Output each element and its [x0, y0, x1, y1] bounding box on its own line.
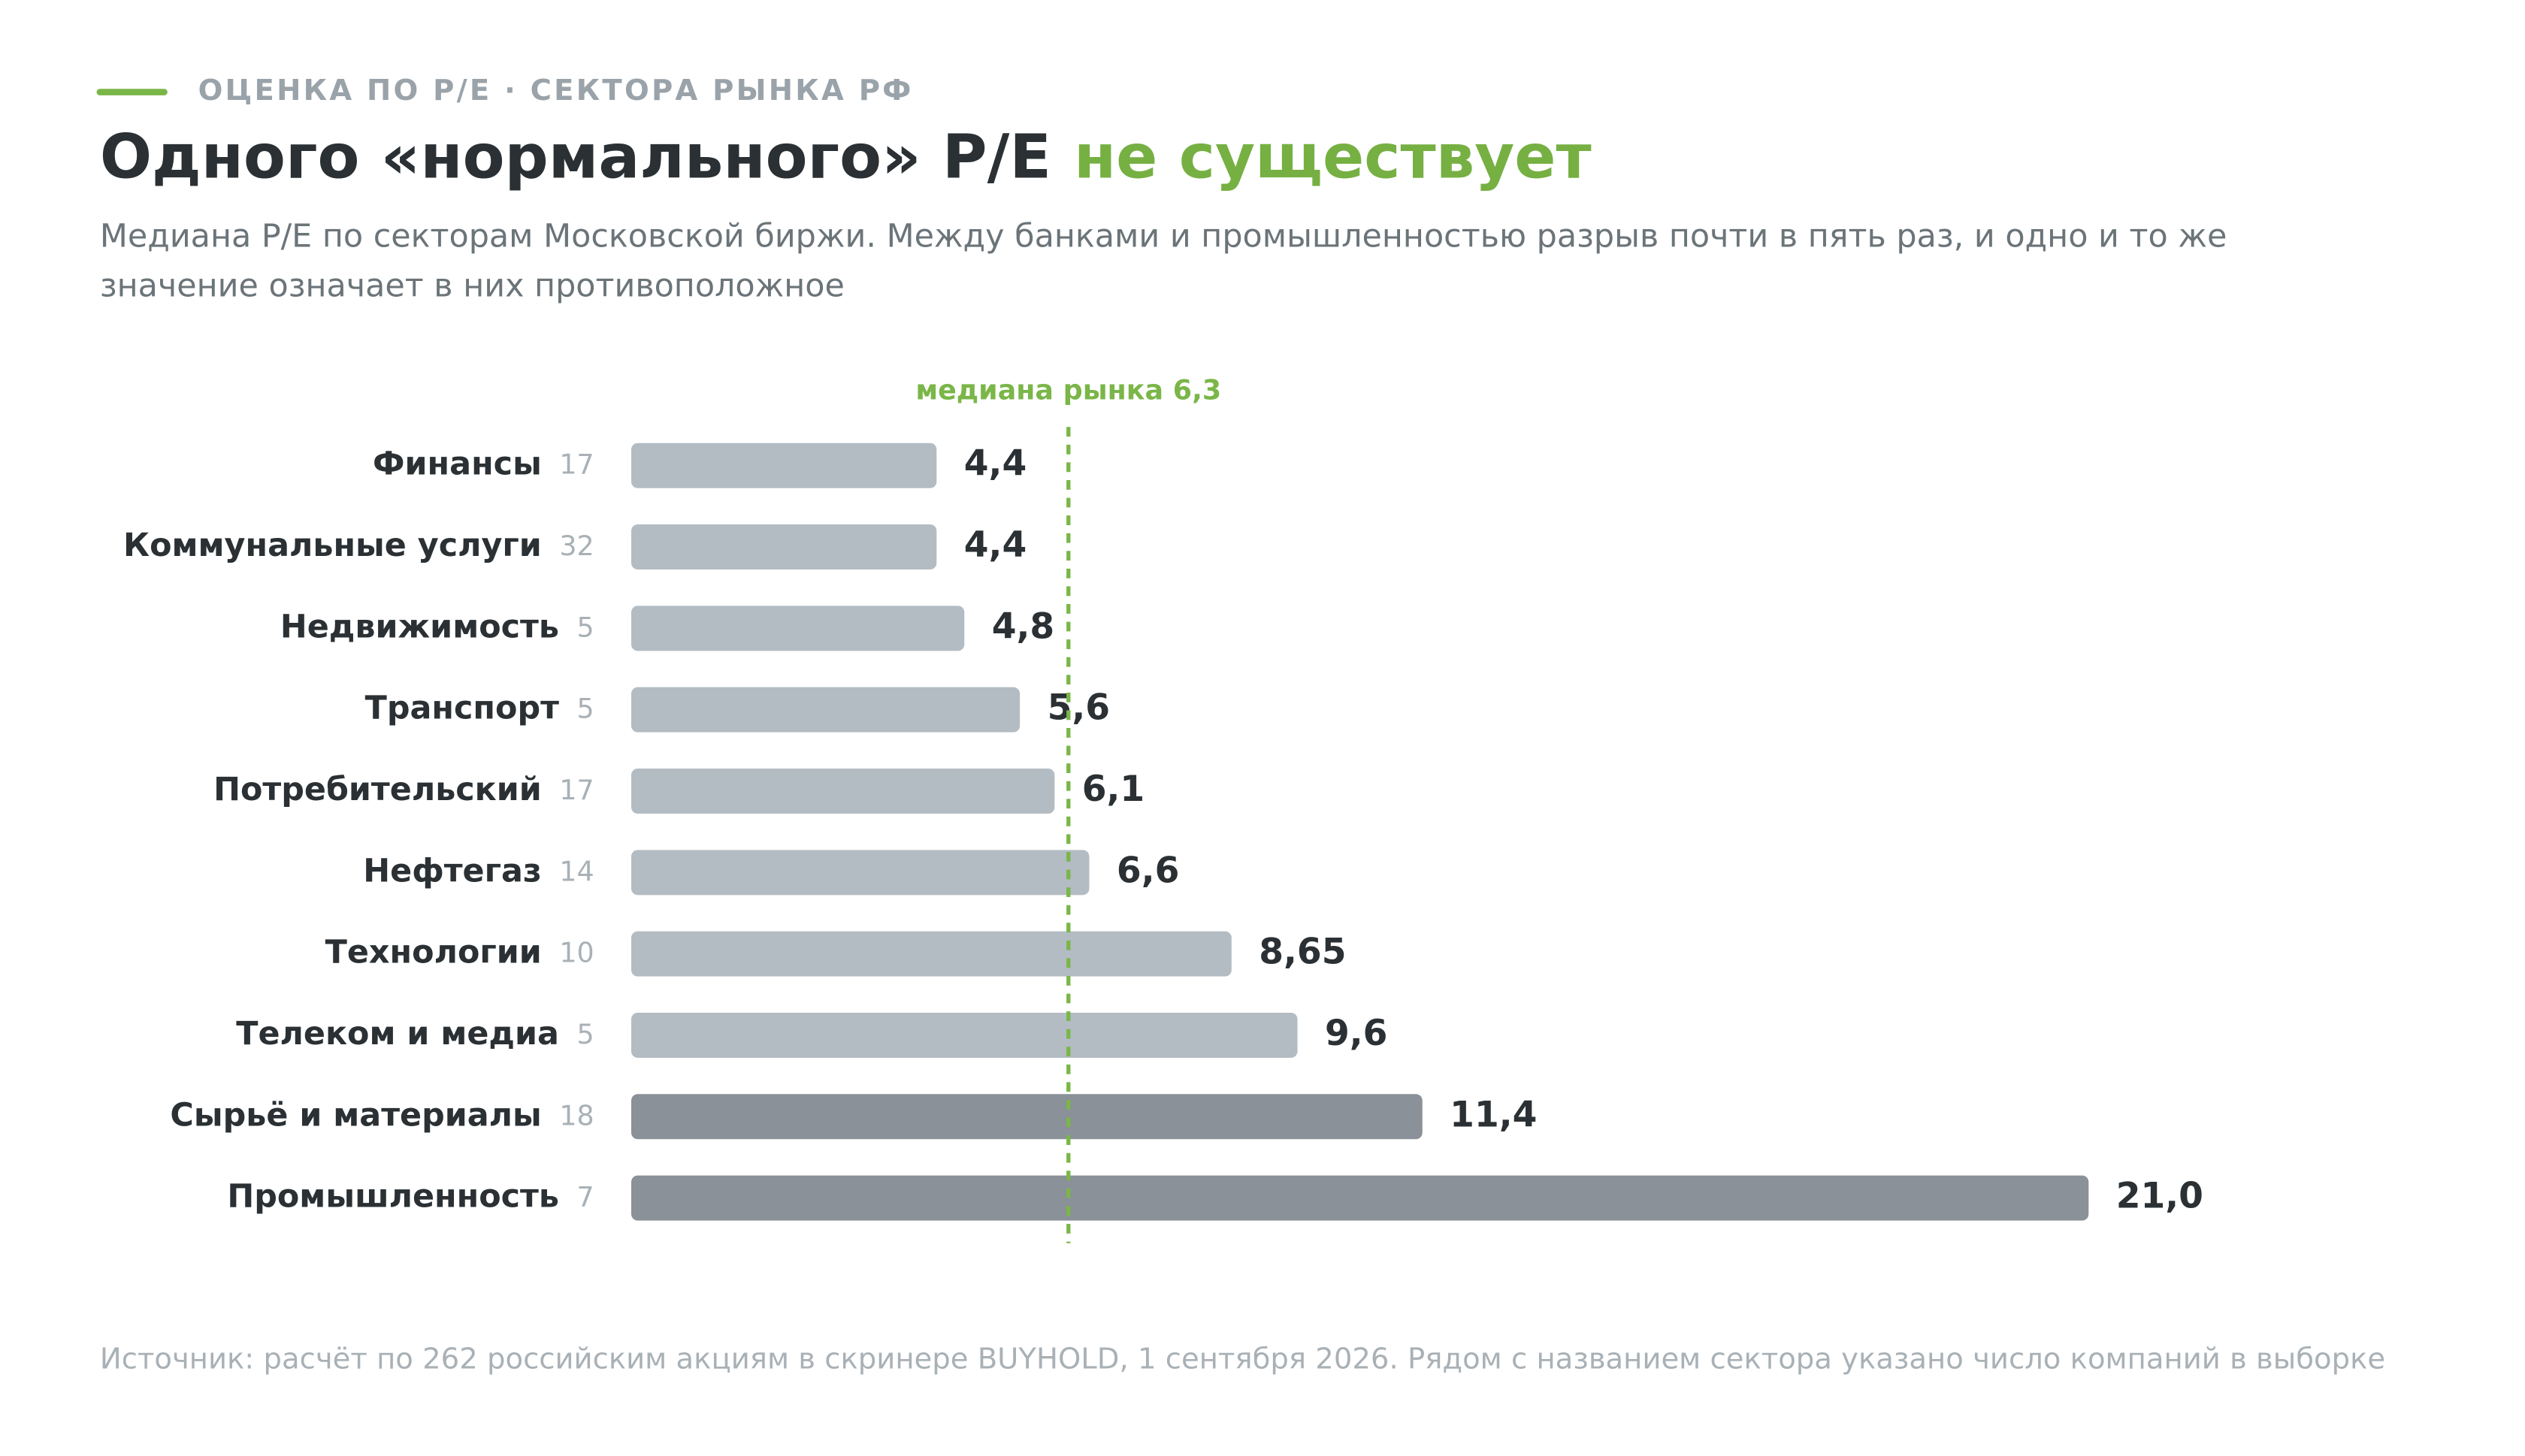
category-label: Коммунальные услуги 32	[123, 527, 594, 564]
value-label: 5,6	[1048, 687, 1110, 729]
company-count: 5	[577, 611, 594, 643]
category-label: Телеком и медиа 5	[236, 1014, 594, 1052]
title-highlight: не существует	[1074, 122, 1592, 193]
company-count: 17	[559, 448, 594, 480]
category-name: Телеком и медиа	[236, 1014, 559, 1052]
bar	[631, 443, 937, 488]
bar	[631, 1175, 2089, 1221]
company-count: 10	[559, 936, 594, 968]
company-count: 18	[559, 1099, 594, 1131]
company-count: 14	[559, 855, 594, 887]
category-name: Финансы	[373, 445, 542, 482]
category-name: Технологии	[325, 933, 542, 971]
kicker: ОЦЕНКА ПО P/E · СЕКТОРА РЫНКА РФ	[198, 74, 914, 107]
category-name: Транспорт	[365, 689, 560, 726]
title-main: Одного «нормального» P/E	[100, 122, 1051, 193]
bar	[631, 687, 1021, 733]
value-label: 11,4	[1450, 1094, 1537, 1135]
value-label: 9,6	[1325, 1013, 1387, 1054]
source-note: Источник: расчёт по 262 российским акция…	[100, 1343, 2385, 1376]
subtitle: Медиана P/E по секторам Московской биржи…	[99, 216, 2227, 305]
category-label: Потребительский 17	[213, 771, 594, 808]
category-label: Технологии 10	[325, 933, 594, 971]
bar	[631, 769, 1055, 814]
company-count: 7	[577, 1180, 594, 1213]
category-name: Промышленность	[227, 1177, 559, 1215]
company-count: 32	[559, 530, 594, 562]
chart-title: Одного «нормального» P/E не существует	[100, 122, 1592, 193]
category-label: Промышленность 7	[227, 1177, 594, 1215]
category-name: Недвижимость	[280, 608, 559, 645]
category-name: Коммунальные услуги	[123, 527, 542, 564]
category-name: Сырьё и материалы	[170, 1096, 541, 1134]
value-label: 4,4	[964, 443, 1027, 485]
category-label: Транспорт 5	[365, 689, 594, 726]
bar	[631, 1012, 1298, 1058]
value-label: 21,0	[2116, 1176, 2203, 1217]
bar	[631, 931, 1232, 977]
category-label: Недвижимость 5	[280, 608, 594, 645]
category-label: Нефтегаз 14	[363, 852, 594, 890]
value-label: 6,6	[1117, 850, 1179, 891]
value-label: 4,4	[964, 524, 1027, 566]
company-count: 5	[577, 692, 594, 724]
value-label: 6,1	[1082, 769, 1145, 810]
category-name: Потребительский	[213, 771, 542, 808]
bar	[631, 1094, 1423, 1140]
subtitle-box: Медиана P/E по секторам Московской биржи…	[99, 216, 2227, 305]
bar	[631, 524, 937, 570]
company-count: 5	[577, 1017, 594, 1050]
bar	[631, 850, 1090, 896]
company-count: 17	[559, 774, 594, 806]
category-label: Финансы 17	[373, 445, 594, 482]
median-label: медиана рынка 6,3	[915, 374, 1221, 406]
value-label: 4,8	[992, 606, 1054, 647]
bar	[631, 606, 965, 651]
value-label: 8,65	[1259, 932, 1346, 973]
category-label: Сырьё и материалы 18	[170, 1096, 594, 1134]
category-name: Нефтегаз	[363, 852, 542, 890]
